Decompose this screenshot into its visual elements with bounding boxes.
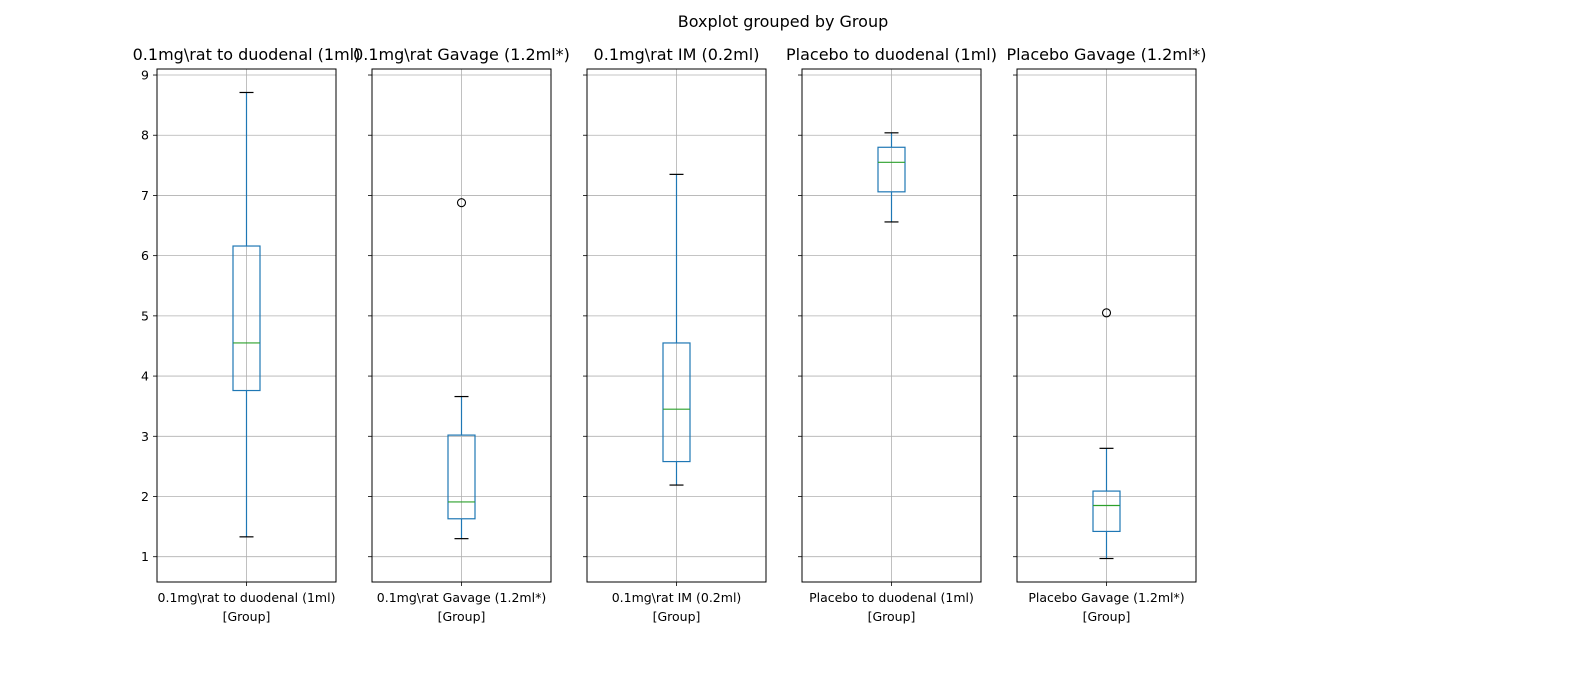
- box: [1092, 490, 1121, 533]
- y-tick-label: 9: [141, 68, 149, 83]
- x-axis-label: [Group]: [868, 609, 916, 624]
- y-tick-label: 7: [141, 188, 149, 203]
- box: [447, 434, 476, 520]
- panel-4: Placebo to duodenal (1ml) [Group] Placebo …: [786, 45, 997, 624]
- x-tick-label: 0.1mg\rat to duodenal (1ml): [158, 590, 336, 605]
- panel-5: Placebo Gavage (1.2ml*) [Group] Placebo Ga…: [1006, 45, 1206, 624]
- y-tick-label: 2: [141, 489, 149, 504]
- y-tick-label: 3: [141, 429, 149, 444]
- x-axis-label: [Group]: [223, 609, 271, 624]
- box: [662, 342, 691, 463]
- y-tick-label: 6: [141, 248, 149, 263]
- panels: 1 2 3 4 5 6 7 8 9 0.1mg\rat to duodenal (1ml) [Gro…: [133, 45, 1207, 624]
- y-tick-label: 5: [141, 308, 149, 323]
- panel-1: 1 2 3 4 5 6 7 8 9 0.1mg\rat to duodenal (1ml) [Gro…: [133, 45, 361, 624]
- panel-title: 0.1mg\rat IM (0.2ml): [594, 45, 760, 64]
- x-tick-label: Placebo to duodenal (1ml): [809, 590, 974, 605]
- x-axis-label: [Group]: [438, 609, 486, 624]
- panel-2: 0.1mg\rat Gavage (1.2ml*) [Group] 0.1mg\ra…: [353, 45, 570, 624]
- outlier-point: [1101, 308, 1112, 318]
- y-tick-label: 4: [141, 369, 149, 384]
- panel-title: 0.1mg\rat Gavage (1.2ml*): [353, 45, 570, 64]
- y-tick-label: 1: [141, 549, 149, 564]
- panel-title: 0.1mg\rat to duodenal (1ml): [133, 45, 361, 64]
- x-tick-label: 0.1mg\rat IM (0.2ml): [612, 590, 742, 605]
- x-axis-label: [Group]: [653, 609, 701, 624]
- panel-3: 0.1mg\rat IM (0.2ml) [Group] 0.1mg\rat IM …: [583, 45, 767, 624]
- panel-title: Placebo to duodenal (1ml): [786, 45, 997, 64]
- x-tick-label: 0.1mg\rat Gavage (1.2ml*): [377, 590, 546, 605]
- chart-title: Boxplot grouped by Group: [678, 12, 888, 31]
- y-tick-label: 8: [141, 128, 149, 143]
- x-axis-label: [Group]: [1083, 609, 1131, 624]
- box: [877, 146, 906, 193]
- x-tick-label: Placebo Gavage (1.2ml*): [1028, 590, 1184, 605]
- box: [232, 245, 261, 392]
- panel-title: Placebo Gavage (1.2ml*): [1006, 45, 1206, 64]
- outlier-point: [456, 198, 467, 208]
